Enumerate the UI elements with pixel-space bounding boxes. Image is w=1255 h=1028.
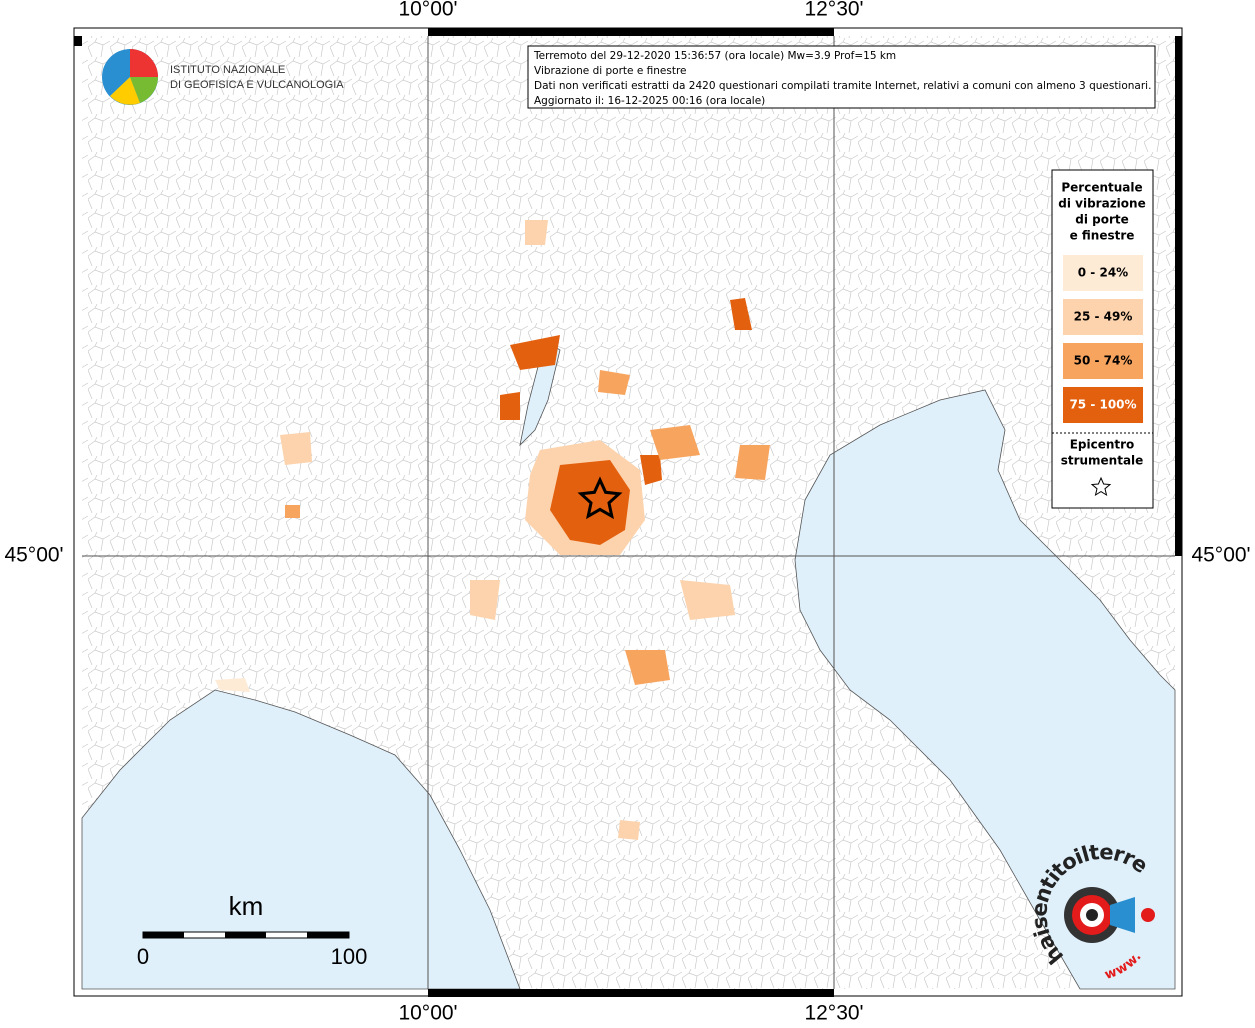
- scale-unit: km: [229, 891, 264, 921]
- scale-label: 0: [137, 944, 149, 969]
- legend-title: di vibrazione: [1058, 197, 1145, 211]
- scale-label: 100: [331, 944, 368, 969]
- coord-label: 45°00': [4, 544, 63, 567]
- legend: Percentuale di vibrazione di porte e finest…: [1051, 169, 1154, 509]
- legend-label: 50 - 74%: [1074, 354, 1133, 368]
- legend-star: [1090, 476, 1112, 497]
- lake: [519, 339, 561, 447]
- frame-ticks: [74, 28, 1182, 997]
- logo-text: ISTITUTO NAZIONALE: [170, 64, 285, 76]
- coord-label: 45°00': [1191, 544, 1250, 567]
- coord-label: 12°30': [804, 0, 863, 21]
- legend-epicenter: strumentale: [1061, 454, 1144, 468]
- coord-label: 12°30': [804, 1002, 863, 1024]
- legend-label: 75 - 100%: [1069, 398, 1136, 412]
- legend-swatch: [1063, 299, 1143, 335]
- info-line: Aggiornato il: 16-12-2025 00:16 (ora loc…: [534, 95, 765, 107]
- info-line: Dati non verificati estratti da 2420 que…: [534, 80, 1151, 92]
- scale-bar: km 0 100: [137, 891, 367, 969]
- graticule: [82, 36, 1175, 989]
- legend-epicenter: Epicentro: [1070, 438, 1135, 452]
- info-line: Vibrazione di porte e finestre: [534, 65, 687, 77]
- legend-label: 25 - 49%: [1074, 310, 1133, 324]
- info-line: Terremoto del 29-12-2020 15:36:57 (ora l…: [533, 50, 896, 62]
- epicenter: [577, 476, 623, 520]
- legend-title: Percentuale: [1061, 181, 1142, 195]
- legend-swatch: [1063, 255, 1143, 291]
- ingv-logo: ISTITUTO NAZIONALE DI GEOFISICA E VULCAN…: [102, 49, 344, 105]
- legend-swatch: [1063, 343, 1143, 379]
- coord-label: 10°00': [398, 0, 457, 21]
- adriatic-sea: [794, 389, 1176, 990]
- info-box: [527, 45, 1156, 109]
- legend-title: di porte: [1075, 213, 1129, 227]
- legend-label: 0 - 24%: [1078, 266, 1128, 280]
- ligurian-sea: [81, 689, 521, 990]
- legend-swatch: [1063, 387, 1143, 423]
- legend-title: e finestre: [1070, 229, 1135, 243]
- logo-text: DI GEOFISICA E VULCANOLOGIA: [170, 79, 344, 91]
- coord-label: 10°00': [398, 1002, 457, 1024]
